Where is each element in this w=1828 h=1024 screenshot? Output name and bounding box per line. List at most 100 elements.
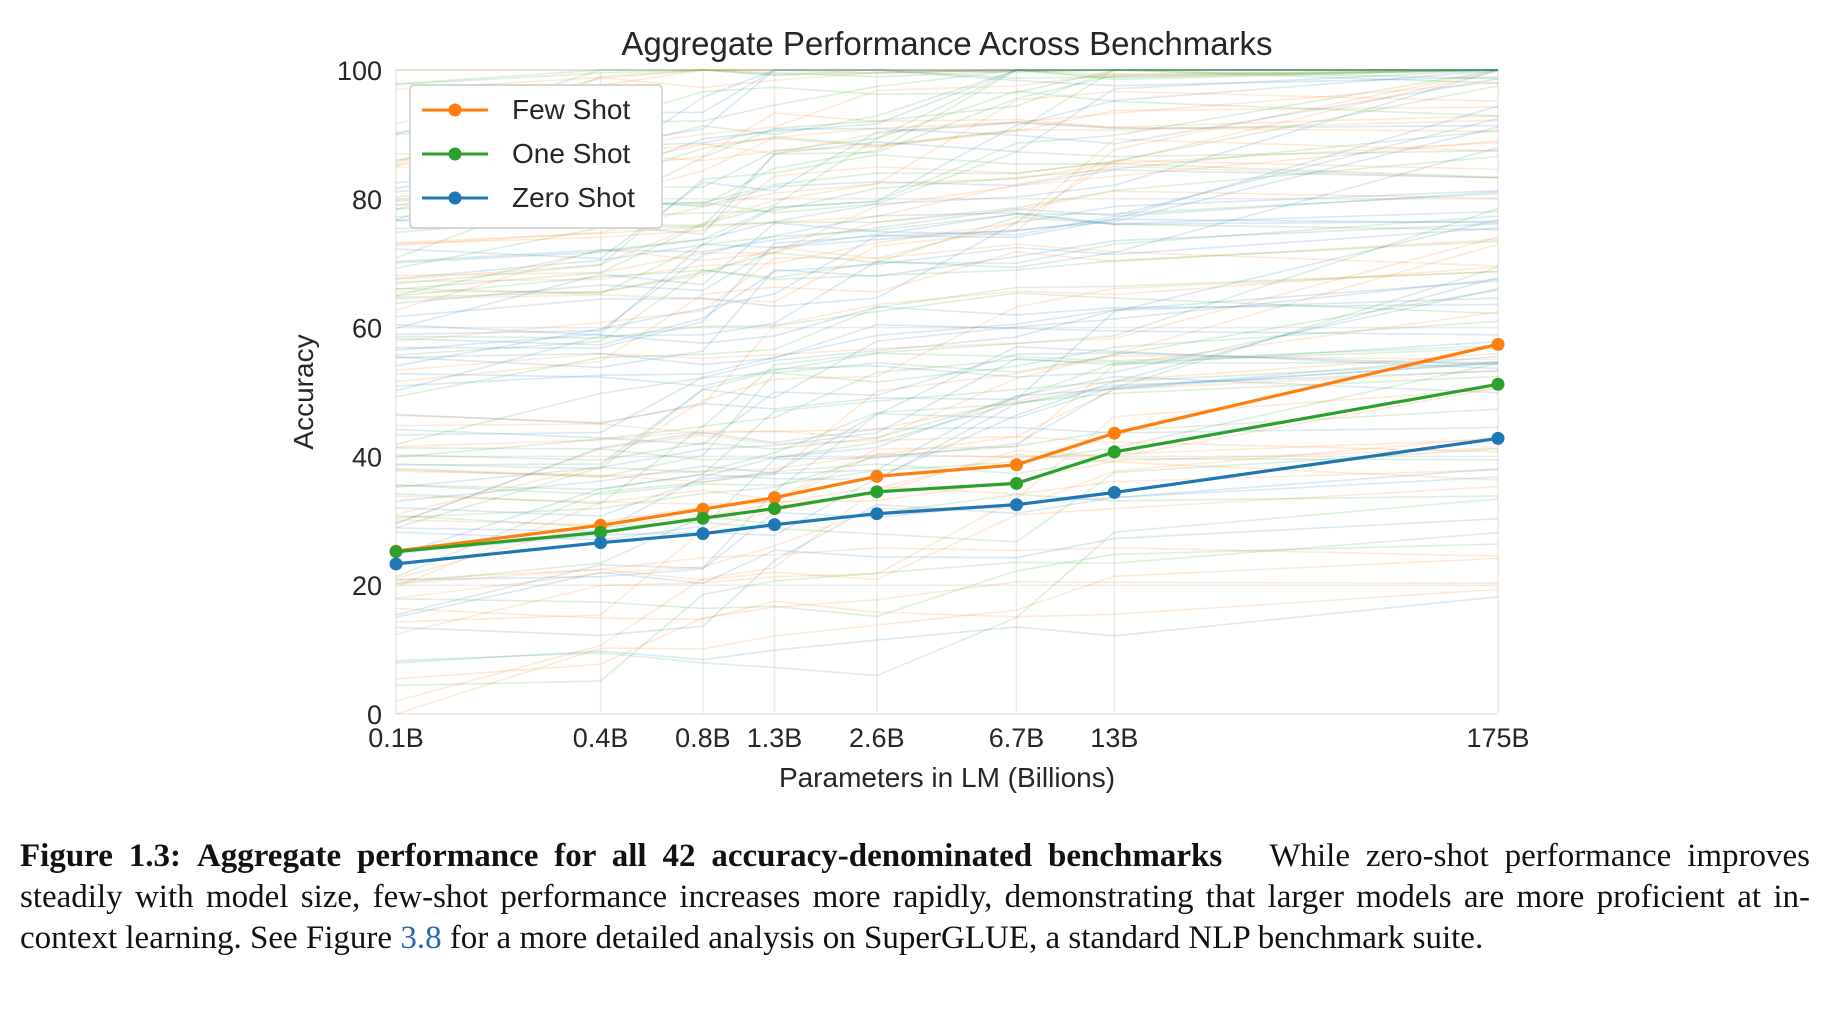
benchmark-line — [395, 270, 1499, 516]
benchmark-line — [395, 361, 1499, 491]
benchmark-line — [395, 408, 1499, 519]
legend-item-few-shot: Few Shot — [422, 94, 630, 125]
y-tick-label: 100 — [337, 56, 382, 86]
data-point-zero-shot — [389, 557, 403, 571]
data-point-zero-shot — [696, 527, 710, 541]
benchmark-line — [395, 69, 1499, 280]
x-tick-label: 1.3B — [747, 723, 803, 753]
data-point-one-shot — [1010, 476, 1024, 490]
benchmark-line — [395, 270, 1499, 398]
y-tick-label: 40 — [352, 442, 382, 472]
data-point-few-shot — [1107, 426, 1121, 440]
y-axis-title: Accuracy — [288, 334, 319, 449]
grid-lines — [395, 69, 1499, 715]
benchmark-line — [395, 69, 1498, 168]
benchmark-line — [395, 227, 1499, 346]
benchmark-line — [395, 278, 1499, 466]
benchmark-line — [395, 596, 1499, 664]
benchmark-line — [395, 266, 1499, 529]
data-point-one-shot — [1107, 445, 1121, 459]
benchmark-line — [395, 117, 1499, 263]
benchmark-line — [395, 426, 1499, 525]
series-line-few-shot — [395, 342, 1499, 553]
series-line-zero-shot — [395, 436, 1499, 566]
benchmark-line — [395, 69, 1498, 136]
data-point-one-shot — [594, 525, 608, 539]
data-point-zero-shot — [1491, 431, 1505, 445]
benchmark-line — [395, 70, 1499, 245]
figure-caption: Figure 1.3: Aggregate performance for al… — [20, 836, 1810, 959]
benchmark-line — [395, 69, 1499, 165]
benchmark-line — [395, 435, 1499, 478]
benchmark-line — [395, 69, 1499, 297]
benchmark-line — [395, 362, 1499, 496]
legend-box — [409, 84, 663, 229]
benchmark-line — [396, 69, 1498, 75]
x-tick-label: 13B — [1090, 723, 1138, 753]
y-tick-label: 60 — [352, 314, 382, 344]
benchmark-line — [395, 141, 1499, 281]
benchmark-line — [395, 340, 1499, 488]
benchmark-line — [395, 476, 1499, 581]
benchmark-line — [395, 165, 1499, 244]
benchmark-line — [395, 140, 1499, 311]
benchmark-line — [395, 216, 1499, 299]
legend-item-one-shot: One Shot — [422, 138, 631, 169]
aggregate-series — [389, 337, 1505, 571]
aggregate-performance-chart: 0 20 40 60 80 100 0.1B 0.4B 0.8B 1.3B 2.6B 6.7B 13B 1… — [288, 25, 1530, 793]
x-tick-label: 2.6B — [849, 723, 905, 753]
data-point-one-shot — [389, 545, 403, 559]
benchmark-line — [395, 375, 1499, 461]
benchmark-line — [395, 191, 1499, 330]
benchmark-line — [395, 370, 1499, 524]
y-tick-label: 0 — [367, 700, 382, 730]
benchmark-line — [395, 351, 1499, 446]
benchmark-line — [395, 138, 1499, 283]
benchmark-line — [395, 517, 1499, 619]
data-point-few-shot — [768, 491, 782, 505]
legend-label-few-shot: Few Shot — [512, 94, 630, 125]
benchmark-line — [395, 354, 1499, 483]
benchmark-line — [395, 210, 1499, 336]
legend: Few Shot One Shot Zero Shot — [409, 84, 663, 229]
data-point-few-shot — [1010, 458, 1024, 472]
benchmark-line — [395, 280, 1499, 387]
benchmark-line — [395, 352, 1499, 448]
caption-figure-link[interactable]: 3.8 — [400, 920, 442, 956]
benchmark-line — [395, 361, 1499, 461]
benchmark-line — [395, 159, 1499, 293]
benchmark-line — [395, 153, 1499, 285]
data-point-one-shot — [1491, 377, 1505, 391]
benchmark-line — [395, 207, 1499, 458]
benchmark-line — [395, 146, 1499, 392]
benchmark-line — [395, 240, 1499, 297]
benchmark-line — [395, 292, 1499, 339]
data-point-zero-shot — [594, 536, 608, 550]
benchmark-line — [395, 69, 1499, 264]
benchmark-line — [395, 303, 1499, 345]
benchmark-line — [395, 90, 1499, 290]
legend-label-zero-shot: Zero Shot — [512, 182, 635, 213]
benchmark-line — [395, 320, 1499, 446]
benchmark-line — [395, 388, 1499, 636]
benchmark-line — [395, 448, 1499, 543]
x-tick-label: 6.7B — [989, 723, 1045, 753]
benchmark-line — [395, 498, 1499, 677]
axis-tick-labels: 0 20 40 60 80 100 0.1B 0.4B 0.8B 1.3B 2.6B 6.7B 13B 1… — [337, 56, 1530, 753]
benchmark-line — [395, 218, 1499, 425]
data-point-few-shot — [870, 469, 884, 483]
benchmark-line — [395, 266, 1499, 424]
benchmark-line — [395, 557, 1499, 715]
benchmark-line — [395, 457, 1499, 578]
benchmark-line — [395, 370, 1499, 556]
caption-text-after-link: for a more detailed analysis on SuperGLU… — [449, 920, 1484, 956]
benchmark-line — [395, 126, 1499, 305]
benchmark-line — [395, 223, 1499, 369]
benchmark-line — [395, 238, 1499, 383]
benchmark-line — [395, 345, 1499, 470]
benchmark-line — [395, 69, 1499, 303]
benchmark-line — [395, 362, 1499, 503]
benchmark-line — [395, 213, 1499, 351]
caption-bold-title: Aggregate performance for all 42 accurac… — [196, 838, 1223, 874]
x-tick-label: 0.4B — [573, 723, 629, 753]
